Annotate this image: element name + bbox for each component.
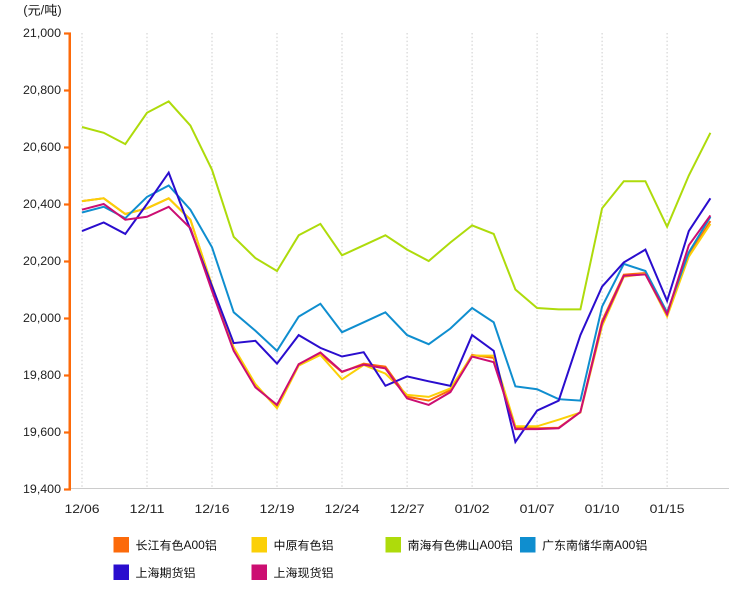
svg-text:A00: A00 bbox=[480, 538, 502, 552]
svg-text:12/19: 12/19 bbox=[260, 502, 295, 516]
svg-text:12/16: 12/16 bbox=[195, 502, 230, 516]
svg-text:12/27: 12/27 bbox=[390, 502, 425, 516]
svg-text:01/10: 01/10 bbox=[585, 502, 620, 516]
svg-text:20,600: 20,600 bbox=[23, 140, 61, 154]
svg-text:(: ( bbox=[23, 3, 28, 18]
svg-text:12/11: 12/11 bbox=[130, 502, 165, 516]
svg-text:A00: A00 bbox=[614, 538, 636, 552]
svg-text:20,200: 20,200 bbox=[23, 254, 61, 268]
svg-text:01/02: 01/02 bbox=[455, 502, 490, 516]
svg-text:): ) bbox=[57, 3, 61, 18]
svg-text:/: / bbox=[41, 3, 45, 18]
svg-text:12/06: 12/06 bbox=[65, 502, 100, 516]
svg-text:12/24: 12/24 bbox=[325, 502, 360, 516]
svg-text:20,000: 20,000 bbox=[23, 311, 61, 325]
svg-text:19,800: 19,800 bbox=[23, 368, 61, 382]
svg-text:20,800: 20,800 bbox=[23, 83, 61, 97]
svg-text:20,400: 20,400 bbox=[23, 197, 61, 211]
svg-text:19,400: 19,400 bbox=[23, 482, 61, 496]
svg-text:A00: A00 bbox=[184, 538, 206, 552]
svg-text:01/07: 01/07 bbox=[520, 502, 555, 516]
svg-text:21,000: 21,000 bbox=[23, 26, 61, 40]
svg-text:19,600: 19,600 bbox=[23, 425, 61, 439]
svg-text:01/15: 01/15 bbox=[650, 502, 685, 516]
